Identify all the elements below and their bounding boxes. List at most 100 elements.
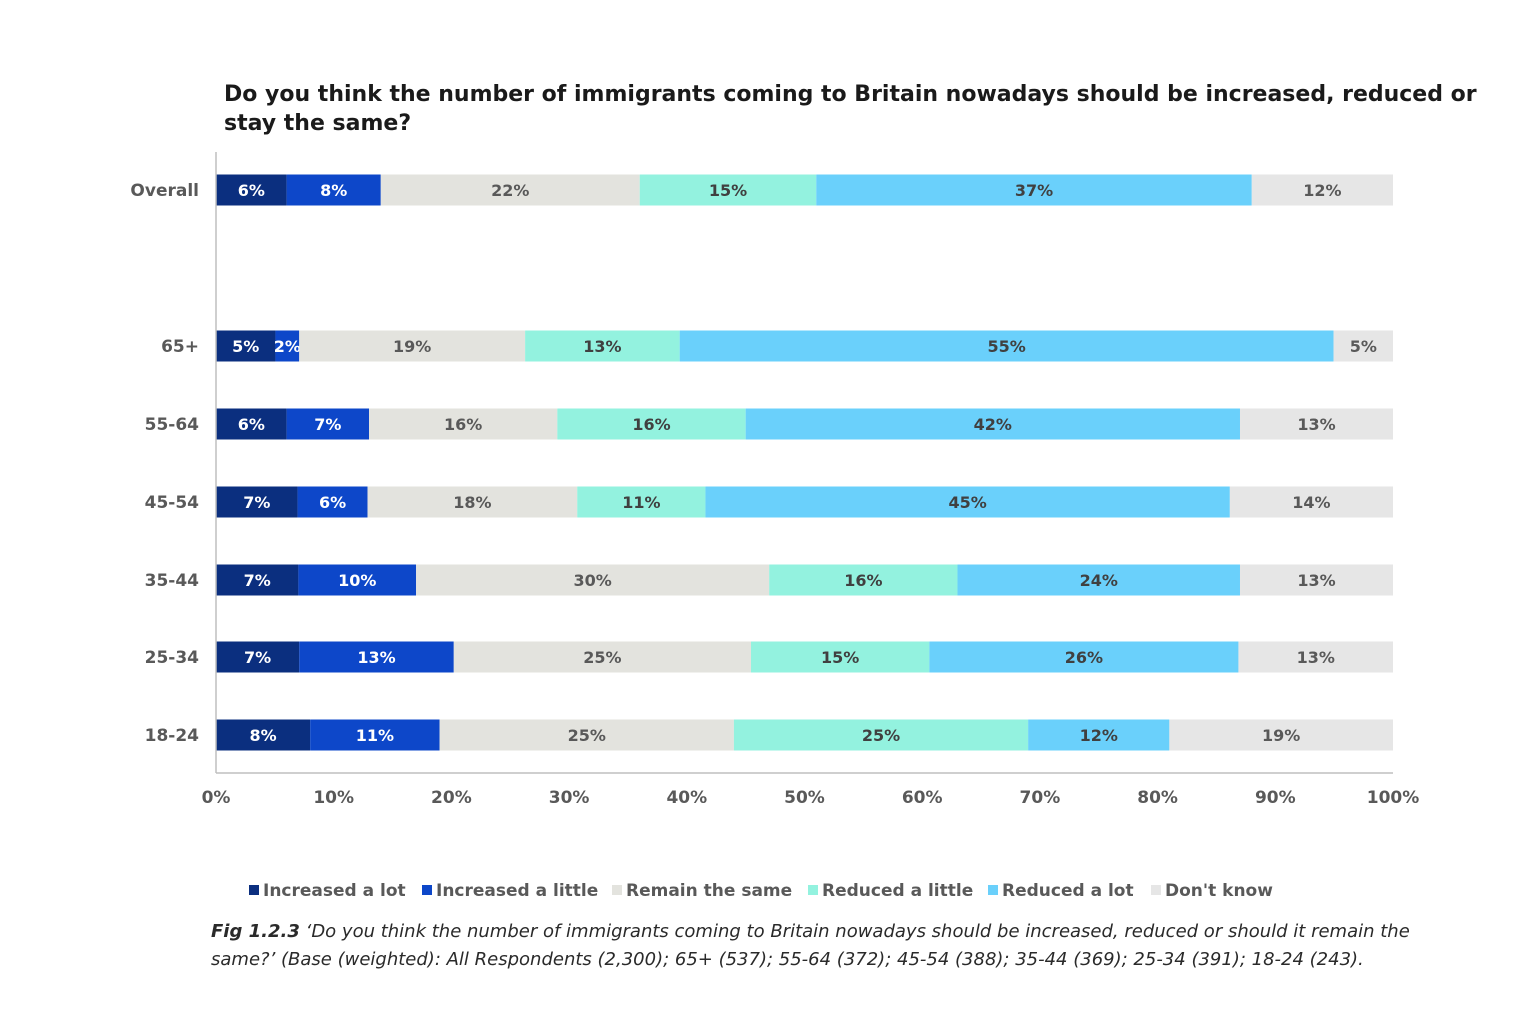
bar-segment — [298, 564, 417, 596]
legend-entry: Increased a little — [436, 881, 598, 901]
bar-segment — [369, 408, 558, 440]
data-label: 30% — [573, 571, 611, 590]
bar-segment — [679, 330, 1334, 362]
data-label: 12% — [1080, 726, 1118, 745]
data-label: 45% — [949, 493, 987, 512]
bar-segment — [367, 486, 578, 518]
bars: 6% 8% 22% 15% 37% 12% Overall 5% 2% 19% 13% 55% 5% 65… — [130, 174, 1393, 751]
bar-segment — [525, 330, 680, 362]
x-tick-label: 30% — [549, 788, 590, 808]
data-label: 5% — [232, 337, 259, 356]
data-label: 16% — [444, 415, 482, 434]
bar-segment — [286, 174, 381, 206]
category-label: 55-64 — [145, 415, 200, 435]
data-label: 13% — [1297, 415, 1335, 434]
bar-segment — [216, 641, 300, 673]
bar-segment — [751, 641, 930, 673]
x-tick-label: 10% — [313, 788, 354, 808]
bar-segment — [216, 174, 287, 206]
bar-segment — [216, 564, 299, 596]
legend-swatch — [1151, 885, 1161, 895]
data-label: 25% — [583, 648, 621, 667]
bar-segment — [1238, 641, 1393, 673]
bar-segment — [439, 719, 734, 751]
data-label: 6% — [238, 181, 265, 200]
category-label: Overall — [130, 181, 199, 201]
bar-segment — [216, 486, 298, 518]
bar-segment — [1169, 719, 1393, 751]
data-label: 7% — [244, 648, 271, 667]
category-label: 65+ — [161, 337, 199, 357]
data-label: 11% — [622, 493, 660, 512]
x-tick-label: 100% — [1367, 788, 1420, 808]
data-label: 6% — [319, 493, 346, 512]
data-label: 6% — [238, 415, 265, 434]
data-label: 42% — [974, 415, 1012, 434]
data-label: 5% — [1350, 337, 1377, 356]
category-label: 45-54 — [145, 493, 200, 513]
bar-segment — [216, 330, 276, 362]
bar-segment — [299, 641, 454, 673]
data-label: 14% — [1292, 493, 1330, 512]
legend-swatch — [249, 885, 259, 895]
bar-segment — [275, 330, 300, 362]
bar-segment — [1333, 330, 1393, 362]
bar-segment — [816, 174, 1252, 206]
bar-segment — [453, 641, 751, 673]
data-label: 8% — [320, 181, 347, 200]
data-label: 24% — [1080, 571, 1118, 590]
data-label: 2% — [274, 337, 301, 356]
data-label: 26% — [1065, 648, 1103, 667]
data-label: 7% — [244, 571, 271, 590]
bar-segment — [745, 408, 1240, 440]
data-label: 19% — [393, 337, 431, 356]
bar-segment — [299, 330, 526, 362]
bar-segment — [416, 564, 770, 596]
x-tick-label: 60% — [902, 788, 943, 808]
legend-swatch — [422, 885, 432, 895]
chart-title-line: Do you think the number of immigrants co… — [224, 82, 1477, 107]
x-tick-label: 90% — [1255, 788, 1296, 808]
data-label: 15% — [821, 648, 859, 667]
bar-segment — [216, 408, 287, 440]
bar-segment — [310, 719, 440, 751]
chart-title: Do you think the number of immigrants co… — [224, 82, 1477, 136]
category-label: 35-44 — [145, 571, 200, 591]
data-label: 13% — [1297, 571, 1335, 590]
bar-segment — [705, 486, 1230, 518]
bar-segment — [957, 564, 1240, 596]
data-label: 19% — [1262, 726, 1300, 745]
chart-title-line: stay the same? — [224, 111, 411, 136]
bar-segment — [1239, 564, 1393, 596]
legend-entry: Don't know — [1165, 881, 1273, 901]
data-label: 25% — [568, 726, 606, 745]
bar-segment — [557, 408, 746, 440]
bar-segment — [577, 486, 706, 518]
bar-segment — [1239, 408, 1393, 440]
data-label: 10% — [338, 571, 376, 590]
x-tick-label: 0% — [202, 788, 231, 808]
data-label: 13% — [583, 337, 621, 356]
bar-segment — [216, 719, 311, 751]
axes: 0% 10% 20% 30% 40% 50% 60% 70% 80% 90% 100% — [202, 152, 1420, 808]
bar-segment — [1028, 719, 1170, 751]
bar-segment — [286, 408, 370, 440]
legend-entry: Remain the same — [626, 881, 792, 901]
figure-caption: Fig 1.2.3 ‘Do you think the number of im… — [211, 918, 1411, 974]
caption-text: ‘Do you think the number of immigrants c… — [211, 921, 1410, 970]
data-label: 15% — [709, 181, 747, 200]
data-label: 13% — [1297, 648, 1335, 667]
category-label: 25-34 — [145, 648, 200, 668]
category-label: 18-24 — [145, 726, 200, 746]
x-tick-label: 20% — [431, 788, 472, 808]
x-tick-label: 50% — [784, 788, 825, 808]
data-label: 55% — [987, 337, 1025, 356]
x-tick-label: 80% — [1137, 788, 1178, 808]
legend-entry: Reduced a little — [822, 881, 973, 901]
data-label: 7% — [243, 493, 270, 512]
bar-segment — [297, 486, 368, 518]
data-label: 22% — [491, 181, 529, 200]
data-label: 8% — [249, 726, 276, 745]
x-tick-label: 70% — [1020, 788, 1061, 808]
